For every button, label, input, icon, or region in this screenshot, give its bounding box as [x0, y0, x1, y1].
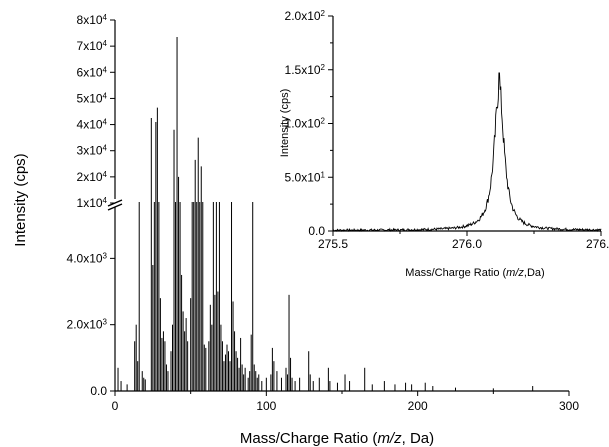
- main-y-tick-label: 2.0x103: [67, 317, 108, 332]
- inset-chart: 275.5 276.0 276.5 0.0 5.0x101 1.0x102 1.5x102 2…: [279, 9, 609, 280]
- inset-peak-line: [332, 72, 602, 233]
- main-y-tick-label: 3x104: [77, 143, 108, 158]
- main-ticks: 0 100 200 300 0.0 2.0x103 4.0x103 1x104 2x104 3x1…: [67, 13, 580, 414]
- main-y-tick-label: 1x104: [77, 196, 108, 211]
- main-peaks: [117, 36, 534, 391]
- inset-ticks: 275.5 276.0 276.5 0.0 5.0x101 1.0x102 1.5x102 2…: [285, 9, 609, 252]
- main-y-tick-label: 4.0x103: [67, 251, 108, 266]
- inset-y-tick-label: 2.0x102: [285, 9, 326, 24]
- main-y-axis-title: Intensity (cps): [12, 153, 29, 246]
- inset-x-tick-label: 276.5: [586, 237, 609, 251]
- main-y-tick-label: 4x104: [77, 117, 108, 132]
- inset-background: [327, 16, 604, 239]
- inset-y-tick-label: 1.0x102: [285, 116, 326, 131]
- main-x-tick-label: 200: [408, 399, 428, 413]
- main-x-tick-label: 100: [256, 399, 276, 413]
- main-y-tick-label: 0.0: [90, 384, 107, 398]
- inset-x-tick-label: 275.5: [318, 237, 348, 251]
- axis-break-mark: [107, 203, 123, 211]
- inset-x-axis-title: Mass/Charge Ratio (m/z,Da): [405, 267, 544, 279]
- inset-y-tick-label: 1.5x102: [285, 62, 326, 77]
- main-y-tick-label: 8x104: [77, 13, 108, 28]
- main-x-axis-title: Mass/Charge Ratio (m/z, Da): [240, 430, 434, 447]
- main-chart: 0 100 200 300 0.0 2.0x103 4.0x103 1x104 2x104 3x1…: [12, 13, 579, 447]
- main-y-tick-label: 2x104: [77, 169, 108, 184]
- main-y-tick-label: 6x104: [77, 65, 108, 80]
- inset-y-tick-label: 5.0x101: [285, 170, 326, 185]
- inset-x-tick-label: 276.0: [452, 237, 482, 251]
- main-y-tick-label: 7x104: [77, 39, 108, 54]
- inset-y-axis-title: Intensity (cps): [279, 89, 291, 157]
- inset-y-tick-label: 0.0: [308, 224, 325, 238]
- main-x-tick-label: 0: [112, 399, 119, 413]
- main-x-tick-label: 300: [559, 399, 579, 413]
- main-y-tick-label: 5x104: [77, 91, 108, 106]
